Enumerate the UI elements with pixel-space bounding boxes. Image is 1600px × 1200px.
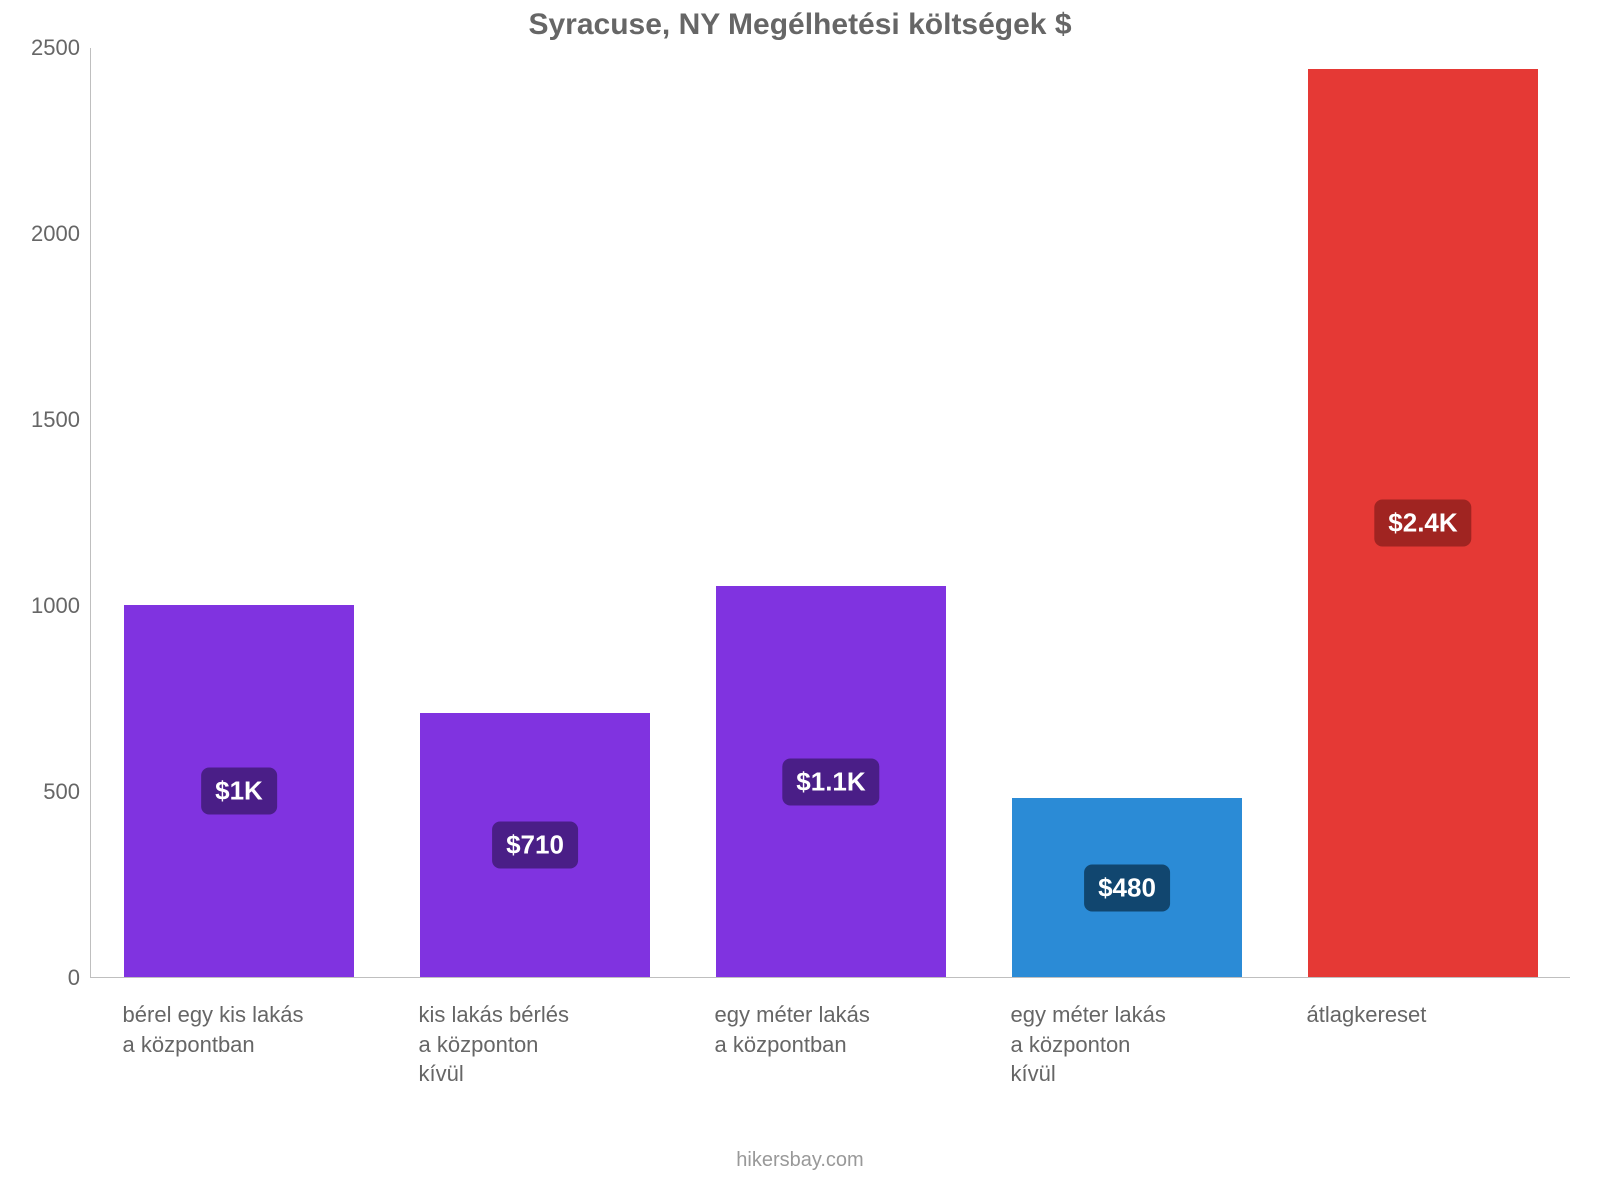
bar: $710 — [420, 713, 651, 977]
y-tick-label: 2500 — [0, 35, 80, 61]
x-tick-label: egy méter lakása központban — [715, 1000, 946, 1059]
y-tick-label: 1000 — [0, 593, 80, 619]
bar: $1.1K — [716, 586, 947, 977]
y-tick-label: 500 — [0, 779, 80, 805]
value-badge: $1K — [201, 768, 277, 815]
y-tick-label: 0 — [0, 965, 80, 991]
chart-footer: hikersbay.com — [0, 1149, 1600, 1172]
chart-title: Syracuse, NY Megélhetési költségek $ — [0, 8, 1600, 42]
value-badge: $1.1K — [782, 758, 879, 805]
x-tick-label: egy méter lakása központonkívül — [1011, 1000, 1242, 1089]
value-badge: $710 — [492, 821, 578, 868]
bar: $2.4K — [1308, 69, 1539, 977]
bar: $480 — [1012, 798, 1243, 977]
cost-of-living-chart: Syracuse, NY Megélhetési költségek $ 0 50… — [0, 0, 1600, 1200]
value-badge: $2.4K — [1374, 500, 1471, 547]
y-tick-label: 2000 — [0, 221, 80, 247]
value-badge: $480 — [1084, 864, 1170, 911]
y-tick-label: 1500 — [0, 407, 80, 433]
x-tick-label: átlagkereset — [1307, 1000, 1538, 1030]
bar: $1K — [124, 605, 355, 977]
plot-area: $1K $710 $1.1K $480 $2.4K — [90, 48, 1570, 978]
x-tick-label: kis lakás bérlésa központonkívül — [419, 1000, 650, 1089]
x-tick-label: bérel egy kis lakása központban — [123, 1000, 354, 1059]
